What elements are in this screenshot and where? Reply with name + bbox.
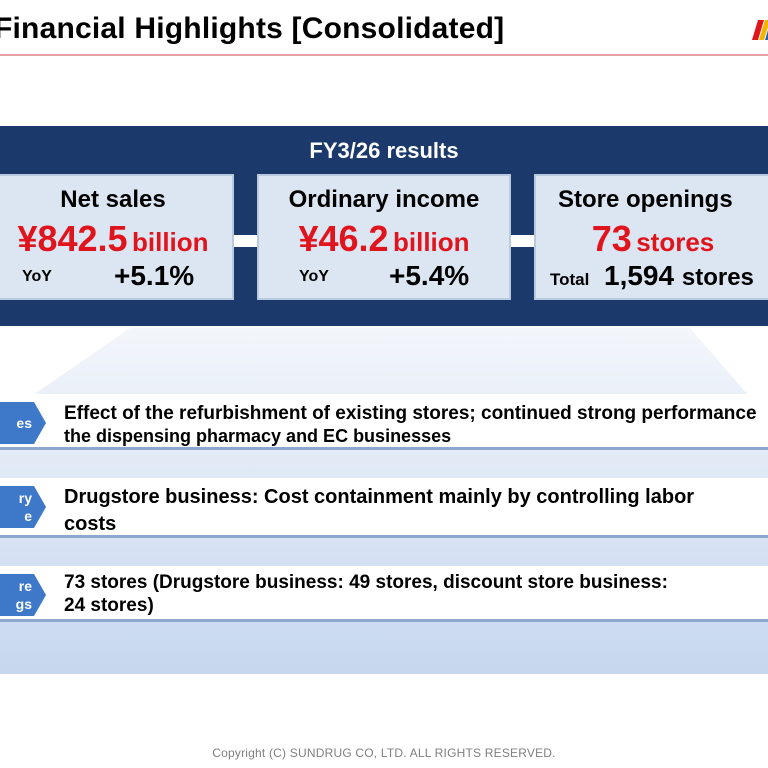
row-line: 73 stores (Drugstore business: 49 stores… [64,572,668,593]
title-divider [0,54,768,56]
card-label: Store openings [558,186,733,213]
yoy-label: YoY [22,268,52,285]
yoy-value: +5.4% [389,260,470,291]
copyright-footer: Copyright (C) SUNDRUG CO, LTD. ALL RIGHT… [212,746,556,760]
total-value: 1,594 stores [604,260,754,292]
explanation-row-store-openings: re gs 73 stores (Drugstore business: 49 … [0,566,768,622]
store-openings-card: Store openings 73 stores Total 1,594 sto… [534,174,768,300]
results-period-title: FY3/26 results [309,138,459,163]
row-line: 24 stores) [64,595,154,616]
card-value: ¥842.5 billion [0,218,232,260]
row-tag: ry e [0,486,46,528]
card-label: Net sales [60,186,166,213]
yoy-label: YoY [299,268,329,285]
row-text: Effect of the refurbishment of existing … [64,402,757,448]
row-line: the dispensing pharmacy and EC businesse… [64,426,452,446]
row-tag: es [0,402,46,444]
explanation-row-ordinary-income: ry e Drugstore business: Cost containmen… [0,478,768,538]
total-unit: stores [681,264,754,291]
net-sales-card: Net sales ¥842.5 billion YoY +5.1% [0,174,234,300]
card-label: Ordinary income [288,186,480,213]
row-text: 73 stores (Drugstore business: 49 stores… [64,571,668,617]
value-number: 73 [591,218,632,259]
explanation-row-net-sales: es Effect of the refurbishment of existi… [0,394,768,450]
value-unit: stores [636,227,715,257]
row-text: Drugstore business: Cost containment mai… [64,484,694,538]
row-tag: re gs [0,574,46,616]
ordinary-income-card: Ordinary income ¥46.2 billion YoY +5.4% [257,174,511,300]
total-number: 1,594 [604,260,675,291]
value-number: ¥46.2 [298,218,389,259]
card-connector [510,235,536,247]
page-title: Financial Highlights [Consolidated] [0,12,505,45]
card-connector [233,235,259,247]
row-tag-text: ry [18,490,32,506]
yoy-value: +5.1% [114,260,195,291]
value-unit: billion [132,227,209,257]
row-tag-text: re [18,578,32,594]
total-label: Total [550,270,590,289]
card-value: 73 stores [530,218,768,260]
row-line: Effect of the refurbishment of existing … [64,403,757,424]
row-tag-text: e [24,508,32,524]
company-logo-icon [752,20,768,40]
row-tag-text: es [16,415,32,431]
row-line: costs [64,513,117,535]
card-value: ¥46.2 billion [259,218,509,260]
row-tag-text: gs [15,596,32,612]
row-line: Drugstore business: Cost containment mai… [64,486,695,508]
value-unit: billion [393,227,470,257]
value-number: ¥842.5 [17,218,128,259]
